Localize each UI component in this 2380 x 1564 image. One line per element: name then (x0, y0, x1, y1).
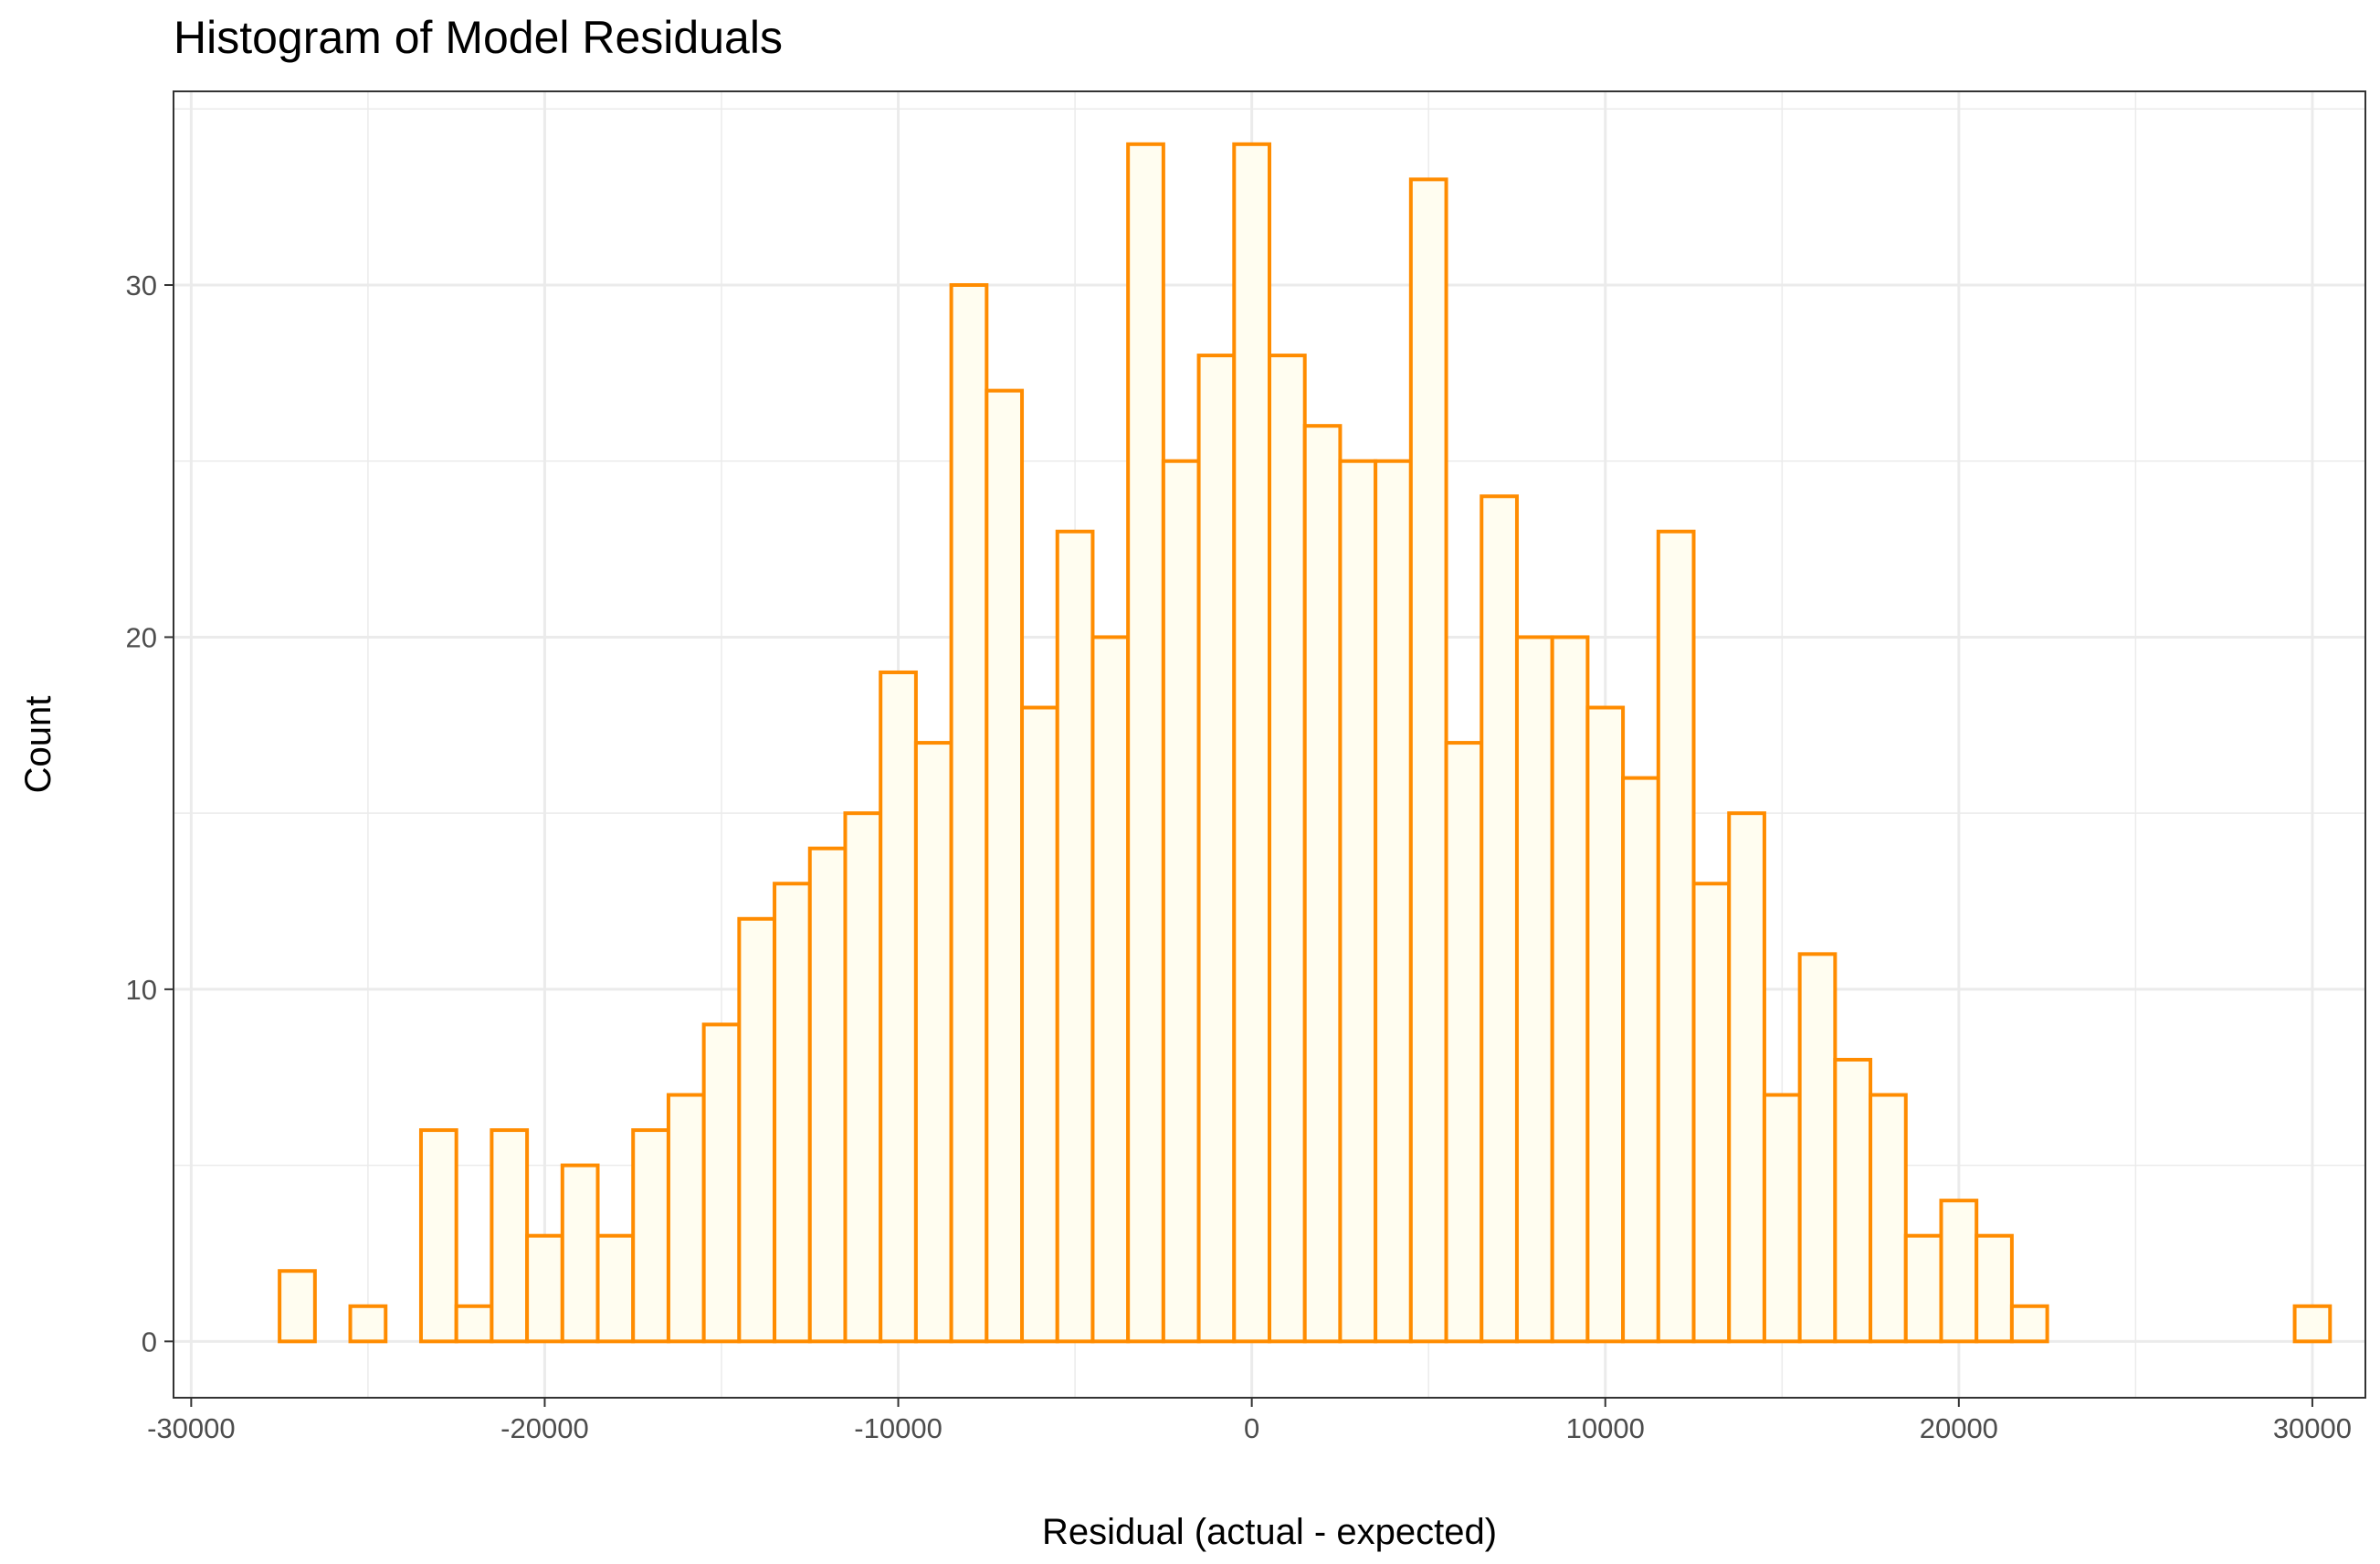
histogram-bar (666, 1093, 706, 1344)
x-tick-label: 10000 (1566, 1412, 1645, 1444)
histogram-bar (737, 916, 777, 1344)
x-tick-label: 20000 (1920, 1412, 1998, 1444)
y-axis: 0 10 20 30 (126, 269, 174, 1358)
histogram-bar (1480, 494, 1519, 1344)
y-tick-label: 30 (126, 269, 157, 301)
histogram-bar (2009, 1304, 2049, 1344)
histogram-bar (1126, 142, 1165, 1344)
histogram-bar (1869, 1093, 1908, 1344)
histogram-bar (454, 1304, 494, 1344)
y-axis-title: Count (18, 696, 58, 794)
x-tick-label: -30000 (147, 1412, 236, 1444)
histogram-bar (1232, 142, 1271, 1344)
x-tick-label: 30000 (2273, 1412, 2352, 1444)
histogram-bar (1939, 1199, 1979, 1344)
histogram-bar (278, 1269, 317, 1344)
histogram-bar (1691, 882, 1732, 1344)
histogram-bar (560, 1163, 600, 1344)
histogram-bar (1161, 459, 1201, 1344)
histogram-bar (1196, 354, 1237, 1344)
histogram-bar (701, 1022, 742, 1344)
chart-title: Histogram of Model Residuals (174, 12, 783, 63)
histogram-bar (2292, 1304, 2333, 1344)
histogram-bar (1408, 177, 1448, 1344)
histogram-bar (1020, 705, 1059, 1344)
histogram-bar (1656, 529, 1696, 1344)
histogram-bar (631, 1128, 670, 1344)
histogram-bar (490, 1128, 530, 1344)
histogram-bar (1797, 952, 1838, 1344)
y-tick-label: 0 (142, 1326, 157, 1358)
histogram-bar (1268, 354, 1307, 1344)
histogram-bar (1762, 1093, 1802, 1344)
x-axis-title: Residual (actual - expected) (1042, 1512, 1497, 1552)
histogram-bar (843, 811, 883, 1344)
x-tick-label: 0 (1244, 1412, 1259, 1444)
histogram-bar (1621, 776, 1660, 1344)
histogram-bar (879, 670, 918, 1344)
histogram-bars (278, 142, 2333, 1344)
histogram-bar (1055, 529, 1095, 1344)
histogram-bar (1374, 459, 1413, 1344)
histogram-bar (418, 1128, 458, 1344)
histogram-bar (949, 282, 989, 1344)
histogram-bar (913, 741, 953, 1344)
histogram-bar (1833, 1057, 1873, 1344)
x-tick-label: -20000 (500, 1412, 589, 1444)
histogram-bar (1302, 424, 1343, 1344)
histogram-bar (525, 1233, 564, 1344)
histogram-bar (1903, 1233, 1943, 1344)
histogram-bar (773, 882, 812, 1344)
histogram-bar (1975, 1233, 2014, 1344)
x-axis: -30000 -20000 -10000 0 10000 20000 30000 (147, 1398, 2352, 1444)
histogram-bar (348, 1304, 388, 1344)
histogram-bar (1090, 635, 1131, 1344)
histogram-bar (1444, 741, 1484, 1344)
panel-border (173, 90, 2366, 1399)
y-tick-label: 10 (126, 974, 157, 1006)
histogram-bar (1550, 635, 1590, 1344)
histogram-bar (985, 388, 1025, 1344)
histogram-bar (1338, 459, 1378, 1344)
histogram-bar (1514, 635, 1554, 1344)
histogram-bar (807, 846, 848, 1344)
histogram-bar (1727, 811, 1766, 1344)
x-tick-label: -10000 (854, 1412, 943, 1444)
histogram-bar (1585, 705, 1626, 1344)
histogram-bar (595, 1233, 636, 1344)
y-tick-label: 20 (126, 621, 157, 653)
